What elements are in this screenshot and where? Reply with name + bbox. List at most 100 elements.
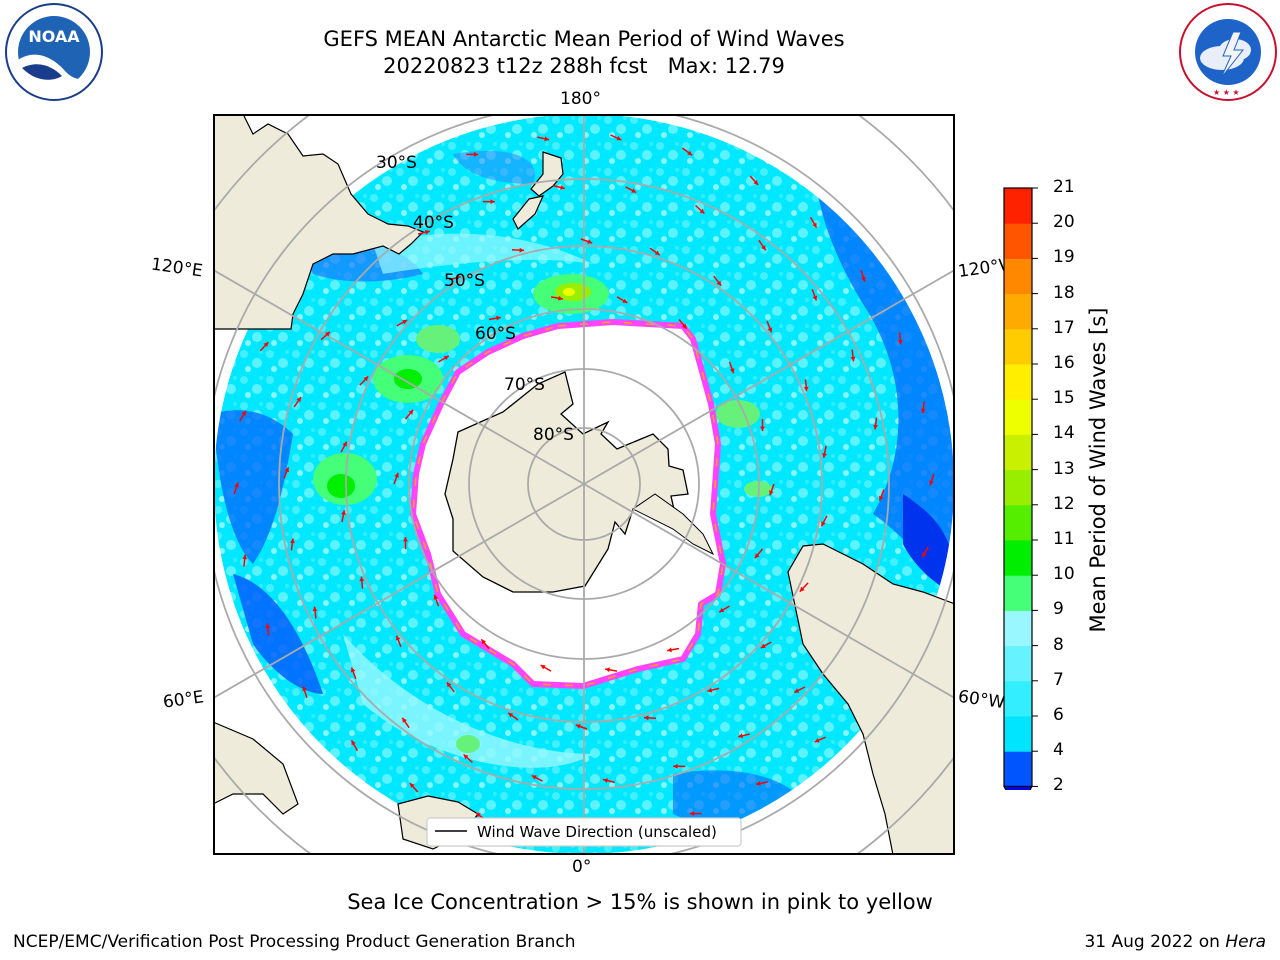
colorbar-segment — [1004, 434, 1032, 471]
date-line: 31 Aug 2022 on Hera — [1084, 932, 1266, 952]
wind-arrow-head — [616, 136, 622, 141]
lat-label-60s: 60°S — [475, 324, 516, 344]
wind-arrow-head — [622, 298, 628, 303]
wind-arrow-head — [359, 576, 365, 582]
lon-label-180: 180° — [560, 89, 601, 109]
africa-landmass — [213, 721, 299, 815]
wind-arrow-head — [342, 441, 347, 447]
wind-arrow-head — [403, 537, 408, 542]
figure-subtitle: 20220823 t12z 288h fcst Max: 12.79 — [383, 54, 785, 78]
wind-arrow-head — [687, 150, 693, 156]
wind-arrow-head — [363, 376, 369, 382]
wind-arrow-head — [284, 467, 289, 473]
wind-arrow-head — [812, 295, 818, 301]
colorbar — [1003, 187, 1038, 790]
wind-arrow-head — [794, 688, 800, 693]
wind-arrow-head — [265, 623, 271, 629]
wind-arrow-head — [767, 327, 773, 333]
date-text: 31 Aug 2022 on — [1084, 932, 1226, 952]
sea-ice-note: Sea Ice Concentration > 15% is shown in … — [347, 890, 933, 914]
colorbar-segment — [1004, 293, 1032, 330]
colorbar-tick-label: 15 — [1053, 388, 1075, 409]
wind-arrow-head — [490, 199, 495, 204]
lat-label-50s: 50°S — [444, 271, 485, 291]
wind-arrow-head — [879, 495, 884, 501]
wind-arrow-head — [644, 715, 649, 721]
noaa-logo: NOAA — [5, 3, 103, 101]
colorbar-tick-label: 17 — [1053, 317, 1075, 338]
wind-arrow-head — [822, 453, 827, 458]
colorbar-segment — [1004, 680, 1032, 717]
wind-arrow-head — [760, 426, 765, 431]
wind-arrow-head — [296, 397, 301, 402]
lon-label-120e: 120°E — [149, 254, 204, 282]
wind-arrow-head — [850, 356, 856, 362]
wind-arrow-head — [654, 250, 660, 256]
colorbar-tick-label: 21 — [1053, 177, 1075, 197]
colorbar-segment — [1004, 540, 1032, 576]
wind-arrow-head — [605, 667, 610, 673]
wind-arrow-head — [920, 408, 926, 414]
wind-arrow-head — [544, 136, 550, 142]
wind-arrow-head — [667, 647, 672, 653]
wind-arrow-head — [587, 239, 593, 244]
wind-arrow-head — [699, 208, 705, 214]
colorbar-label: Mean Period of Wind Waves [s] — [1086, 307, 1110, 633]
lon-label-0: 0° — [572, 857, 592, 877]
wind-arrow-head — [738, 733, 743, 739]
lat-label-40s: 40°S — [413, 213, 454, 233]
wind-arrow-head — [351, 740, 356, 746]
wind-arrow-head — [508, 712, 514, 718]
wind-arrow-head — [861, 276, 866, 282]
colorbar-segment — [1004, 469, 1032, 506]
wind-arrow-head — [455, 275, 461, 281]
wind-arrow-head — [242, 554, 248, 560]
colorbar-segment — [1004, 328, 1032, 365]
colorbar-segment — [1004, 716, 1032, 752]
legend-label: Wind Wave Direction (unscaled) — [477, 823, 717, 841]
colorbar-tick-label: 12 — [1053, 493, 1075, 514]
colorbar-tick-label: 6 — [1053, 705, 1064, 725]
wind-arrow-head — [409, 783, 415, 788]
wind-arrow-head — [873, 424, 878, 430]
wind-arrow-head — [682, 323, 687, 329]
colorbar-tick-label: 11 — [1053, 529, 1075, 549]
wind-arrow-head — [821, 521, 826, 527]
wind-arrow-head — [755, 781, 761, 786]
wind-arrow-head — [558, 295, 563, 301]
wind-arrow-head — [402, 320, 408, 325]
wind-arrow-head — [814, 738, 820, 743]
wind-arrow-head — [433, 594, 439, 600]
colorbar-segment — [1004, 258, 1032, 295]
colorbar-tick-label: 7 — [1053, 669, 1064, 690]
colorbar-tick-label: 18 — [1053, 282, 1075, 303]
colorbar-tick-label: 13 — [1053, 458, 1075, 479]
wind-arrow-head — [689, 811, 695, 816]
wind-arrow-head — [812, 222, 817, 228]
polar-map: 30°S 40°S 50°S 60°S 70°S 80°S Wind Wave … — [213, 114, 955, 855]
noaa-logo-text: NOAA — [28, 27, 80, 46]
map-legend: Wind Wave Direction (unscaled) — [426, 817, 742, 847]
wind-arrow-head — [560, 185, 565, 190]
colorbar-tick-label: 20 — [1053, 212, 1075, 233]
wind-arrow-head — [799, 586, 805, 592]
colorbar-frame — [1003, 187, 1033, 788]
wind-arrow-head — [341, 510, 346, 515]
wind-arrow-head — [425, 229, 430, 235]
wind-arrow-head — [531, 775, 537, 780]
wind-arrow-head — [481, 639, 486, 645]
colorbar-tick-label: 19 — [1053, 247, 1075, 268]
wind-arrow-head — [922, 552, 927, 558]
wind-arrow-head — [473, 152, 479, 157]
wind-arrow-head — [325, 331, 330, 337]
colorbar-tick-label: 8 — [1053, 634, 1064, 655]
wind-arrow-head — [719, 607, 725, 613]
machine-name: Hera — [1225, 932, 1266, 952]
wind-arrow-head — [760, 643, 766, 648]
wind-arrow-head — [803, 386, 809, 392]
svg-text:★ ★ ★: ★ ★ ★ — [1213, 88, 1240, 97]
wind-arrow-head — [631, 188, 637, 193]
antarctica-landmass — [444, 371, 689, 593]
colorbar-tick-label: 16 — [1053, 353, 1075, 373]
credit-line: NCEP/EMC/Verification Post Processing Pr… — [13, 932, 576, 952]
